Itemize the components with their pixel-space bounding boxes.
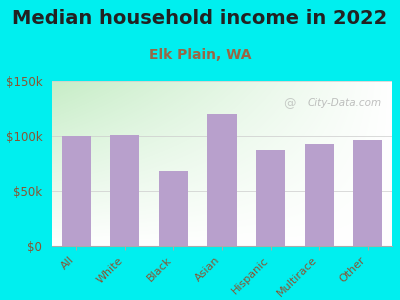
Bar <box>256 150 285 246</box>
Text: City-Data.com: City-Data.com <box>308 98 382 107</box>
Text: @: @ <box>283 98 296 110</box>
Text: Elk Plain, WA: Elk Plain, WA <box>149 48 251 62</box>
Bar <box>353 140 382 246</box>
Bar <box>208 114 236 246</box>
Bar <box>110 135 140 246</box>
Text: Median household income in 2022: Median household income in 2022 <box>12 9 388 28</box>
Bar <box>304 144 334 246</box>
Bar <box>62 136 91 246</box>
Bar <box>159 171 188 246</box>
